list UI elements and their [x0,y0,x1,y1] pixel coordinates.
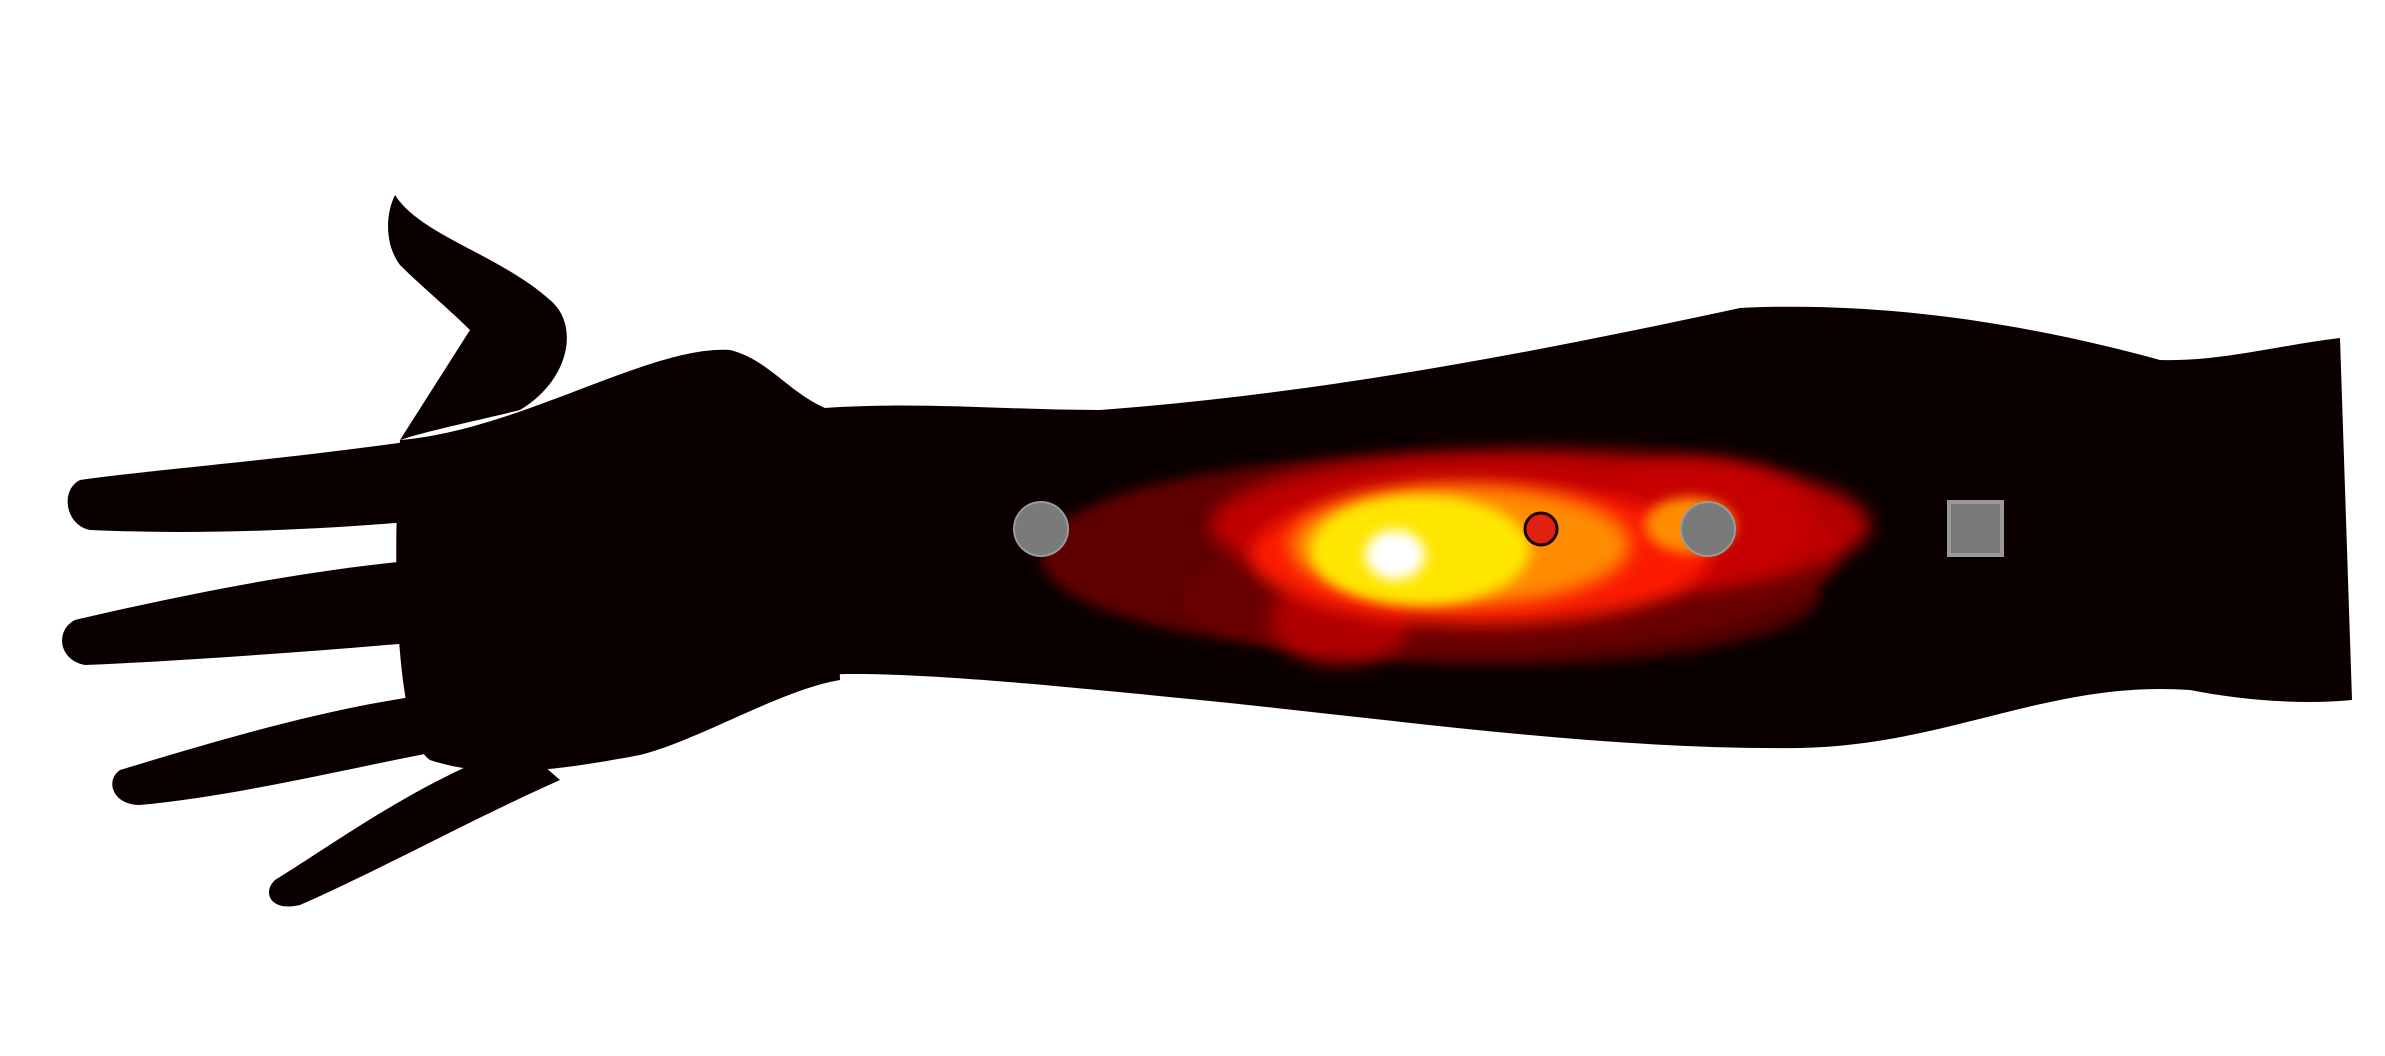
focus-marker [1523,511,1559,547]
index-finger-shape [67,440,430,532]
ring-finger-shape [112,690,500,805]
gray-circle-marker-right [1680,501,1736,557]
markers-layer [1013,500,2004,557]
heat-layer-white-core [1365,530,1425,580]
gray-circle-marker-left [1013,501,1069,557]
gray-square-marker [1947,500,2004,557]
middle-finger-shape [62,560,445,665]
thumb-shape [388,195,567,440]
palm-shape [396,349,840,772]
little-finger-shape [268,745,560,907]
